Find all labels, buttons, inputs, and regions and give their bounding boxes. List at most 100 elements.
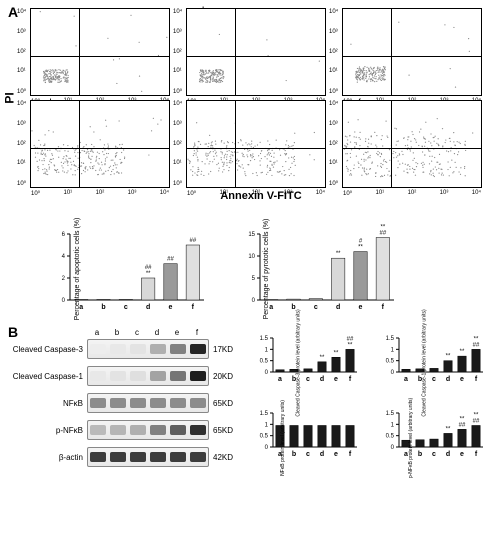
svg-text:##: ##	[458, 422, 465, 428]
svg-text:0.5: 0.5	[385, 434, 394, 440]
svg-text:0: 0	[62, 298, 66, 304]
scatter-b: b10⁰10¹10²10³10⁴10⁰10¹10²10³10⁴	[186, 8, 336, 96]
wb-row: NFκB65KD	[8, 391, 243, 415]
scatter-d: d10⁰10¹10²10³10⁴10⁰10¹10²10³10⁴	[30, 100, 180, 188]
svg-text:f: f	[349, 376, 352, 383]
svg-text:##: ##	[472, 342, 479, 348]
svg-text:d: d	[320, 376, 324, 383]
wb-label: p-NFκB	[8, 426, 87, 435]
svg-text:1.5: 1.5	[260, 336, 269, 342]
svg-text:b: b	[292, 451, 296, 458]
bar-chart: p-NFκB protein level (arbitrary units)00…	[377, 403, 493, 472]
svg-text:e: e	[460, 376, 464, 383]
svg-text:d: d	[445, 451, 449, 458]
svg-text:c: c	[306, 451, 310, 458]
svg-text:c: c	[124, 304, 128, 311]
svg-text:0.5: 0.5	[260, 359, 269, 365]
lane-c: c	[127, 328, 147, 337]
svg-text:f: f	[474, 451, 477, 458]
svg-text:1: 1	[390, 347, 394, 353]
svg-text:4: 4	[62, 254, 66, 260]
svg-text:0: 0	[390, 370, 394, 376]
svg-text:0.5: 0.5	[385, 359, 394, 365]
svg-text:1.5: 1.5	[385, 336, 394, 342]
svg-text:**: **	[336, 251, 341, 257]
svg-text:0: 0	[265, 445, 269, 451]
svg-text:f: f	[349, 451, 352, 458]
pi-axis-label: PI	[3, 92, 17, 103]
svg-text:a: a	[404, 451, 408, 458]
svg-text:c: c	[306, 376, 310, 383]
wb-label: β-actin	[8, 453, 87, 462]
scatter-f: f10⁰10¹10²10³10⁴10⁰10¹10²10³10⁴	[342, 100, 492, 188]
svg-text:**: **	[380, 225, 385, 231]
wb-kd: 17KD	[209, 345, 243, 354]
wb-row: β-actin42KD	[8, 445, 243, 469]
wb-label: Cleaved Caspase-1	[8, 372, 87, 381]
wb-kd: 65KD	[209, 399, 243, 408]
svg-text:f: f	[382, 304, 385, 311]
lane-d: d	[147, 328, 167, 337]
panel-b-label: B	[8, 324, 18, 340]
wb-row: p-NFκB 65KD	[8, 418, 243, 442]
svg-text:f: f	[474, 376, 477, 383]
svg-text:**: **	[459, 416, 464, 422]
svg-text:15: 15	[248, 232, 255, 238]
wb-label: Cleaved Caspase-3	[8, 345, 87, 354]
svg-text:0: 0	[265, 370, 269, 376]
svg-text:##: ##	[347, 336, 354, 342]
svg-text:2: 2	[62, 276, 66, 282]
lane-f: f	[187, 328, 207, 337]
svg-text:c: c	[432, 451, 436, 458]
svg-text:d: d	[146, 304, 150, 311]
svg-text:e: e	[334, 376, 338, 383]
svg-text:**: **	[320, 355, 325, 361]
svg-text:d: d	[320, 451, 324, 458]
panel-a: A PI a10⁰10¹10²10³10⁴10⁰10¹10²10³10⁴b10⁰…	[8, 8, 492, 314]
svg-text:1.5: 1.5	[260, 411, 269, 417]
svg-text:**: **	[473, 336, 478, 342]
svg-text:1: 1	[265, 422, 269, 428]
lane-a: a	[87, 328, 107, 337]
svg-text:**: **	[334, 350, 339, 356]
svg-text:10: 10	[248, 254, 255, 260]
wb-lane-labels: abcdef	[87, 328, 207, 337]
svg-text:**: **	[348, 342, 353, 348]
svg-text:**: **	[146, 271, 151, 277]
svg-text:0: 0	[390, 445, 394, 451]
panel-b-bar-charts: Cleaved Caspase-3 protein level (arbitra…	[251, 328, 492, 472]
wb-row: Cleaved Caspase-3 17KD	[8, 337, 243, 361]
scatter-e: e10⁰10¹10²10³10⁴10⁰10¹10²10³10⁴	[186, 100, 336, 188]
svg-text:d: d	[445, 376, 449, 383]
bar-chart: NFκB protein level (arbitrary units)00.5…	[251, 403, 367, 472]
wb-row: Cleaved Caspase-1 20KD	[8, 364, 243, 388]
svg-text:e: e	[169, 304, 173, 311]
svg-text:**: **	[445, 354, 450, 360]
svg-text:**: **	[445, 426, 450, 432]
svg-text:##: ##	[167, 257, 174, 263]
svg-text:**: **	[459, 349, 464, 355]
svg-text:6: 6	[62, 232, 66, 238]
svg-text:a: a	[278, 376, 282, 383]
svg-text:c: c	[314, 304, 318, 311]
svg-text:e: e	[460, 451, 464, 458]
bar-chart: Percentage of pyrototic cells (%)051015a…	[238, 224, 398, 314]
scatter-grid: a10⁰10¹10²10³10⁴10⁰10¹10²10³10⁴b10⁰10¹10…	[30, 8, 492, 188]
svg-text:e: e	[334, 451, 338, 458]
svg-text:##: ##	[189, 238, 196, 244]
lane-b: b	[107, 328, 127, 337]
panel-a-bar-charts: Percentage of apoptotic cells (%)0246abc…	[48, 224, 492, 314]
western-blot-section: abcdef Cleaved Caspase-317KDCleaved Casp…	[8, 328, 243, 472]
svg-text:1: 1	[265, 347, 269, 353]
panel-b: B abcdef Cleaved Caspase-317KDCleaved Ca…	[8, 328, 492, 472]
bar-chart: Cleaved Caspase-1 protein level (arbitra…	[377, 328, 493, 397]
svg-text:a: a	[404, 376, 408, 383]
wb-kd: 20KD	[209, 372, 243, 381]
lane-e: e	[167, 328, 187, 337]
svg-text:5: 5	[252, 276, 256, 282]
svg-text:1.5: 1.5	[385, 411, 394, 417]
wb-kd: 65KD	[209, 426, 243, 435]
svg-text:1: 1	[390, 422, 394, 428]
svg-text:0: 0	[252, 298, 256, 304]
svg-text:c: c	[432, 376, 436, 383]
